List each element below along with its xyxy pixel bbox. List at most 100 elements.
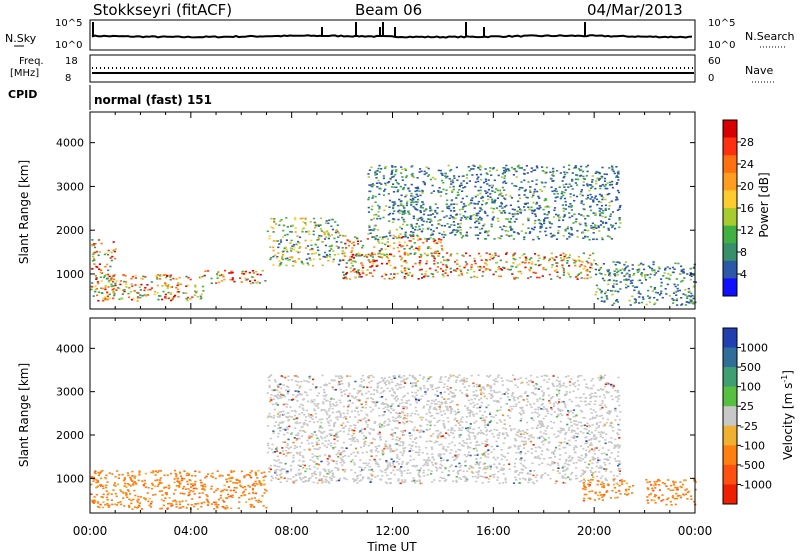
data-cell [502,167,505,169]
data-cell [554,482,557,485]
data-cell [398,244,401,246]
data-cell [468,467,471,470]
data-cell [123,478,126,480]
data-cell [450,429,453,431]
data-cell [368,190,371,193]
data-cell [502,469,505,471]
data-cell [512,215,515,218]
data-cell [599,421,602,424]
data-cell [467,445,470,448]
data-cell [324,440,327,442]
data-cell [325,236,328,238]
data-cell [127,504,131,507]
data-cell [276,404,279,406]
data-cell [164,497,167,499]
data-cell [615,396,618,398]
data-cell [187,494,190,497]
data-cell [230,507,233,510]
data-cell [596,203,599,206]
data-cell [597,287,600,290]
data-cell [472,413,475,416]
nsky-frame [89,19,696,51]
data-cell [394,236,397,238]
data-cell [404,268,407,270]
data-cell [617,376,620,379]
data-cell [203,483,206,486]
data-cell [351,242,354,245]
data-cell [536,398,539,401]
data-cell [612,170,615,173]
data-cell [387,193,390,195]
data-cell [313,409,316,412]
data-cell [517,210,520,212]
data-cell [472,415,475,417]
data-cell [594,417,597,419]
data-cell [503,206,506,208]
data-cell [521,471,524,474]
data-cell [376,217,379,220]
data-cell [137,495,140,498]
data-cell [231,494,234,497]
data-cell [504,194,508,196]
data-cell [517,448,520,450]
data-cell [256,483,259,486]
data-cell [342,259,345,261]
data-cell [200,297,203,299]
data-cell [298,464,301,467]
data-cell [412,198,415,201]
data-cell [102,501,105,503]
data-cell [400,203,403,205]
data-cell [525,165,528,167]
data-cell [402,441,405,443]
data-cell [401,463,404,465]
data-cell [630,282,634,284]
data-cell [612,224,615,227]
data-cell [613,172,616,175]
data-cell [436,271,439,273]
data-cell [99,472,102,474]
data-cell [303,413,306,416]
data-cell [418,171,421,173]
data-cell [536,190,539,193]
data-cell [378,171,381,173]
data-cell [568,265,571,267]
data-cell [586,197,590,199]
data-cell [92,244,95,246]
data-cell [240,281,243,283]
data-cell [440,443,443,446]
data-cell [365,421,368,424]
data-cell [267,444,270,447]
data-cell [229,480,232,482]
data-cell [603,185,606,188]
data-cell [481,442,484,445]
data-cell [372,263,375,265]
data-cell [122,491,125,493]
data-cell [315,434,318,436]
data-cell [411,395,414,397]
data-cell [418,245,421,248]
data-cell [270,217,273,220]
data-cell [273,221,276,223]
data-cell [541,166,544,168]
data-cell [438,187,441,189]
data-cell [91,244,94,247]
data-cell [457,175,461,178]
data-cell [453,418,456,421]
data-cell [395,411,398,414]
data-cell [459,213,462,216]
data-cell [330,434,333,437]
data-cell [486,424,490,426]
data-cell [285,446,288,449]
data-cell [561,264,564,266]
data-cell [260,483,263,485]
data-cell [107,286,110,288]
data-cell [584,236,587,238]
data-cell [490,393,493,396]
data-cell [564,204,568,206]
data-cell [375,182,379,184]
data-cell [469,426,472,429]
data-cell [143,497,146,499]
data-cell [619,411,622,413]
data-cell [349,258,352,261]
data-cell [231,271,234,274]
